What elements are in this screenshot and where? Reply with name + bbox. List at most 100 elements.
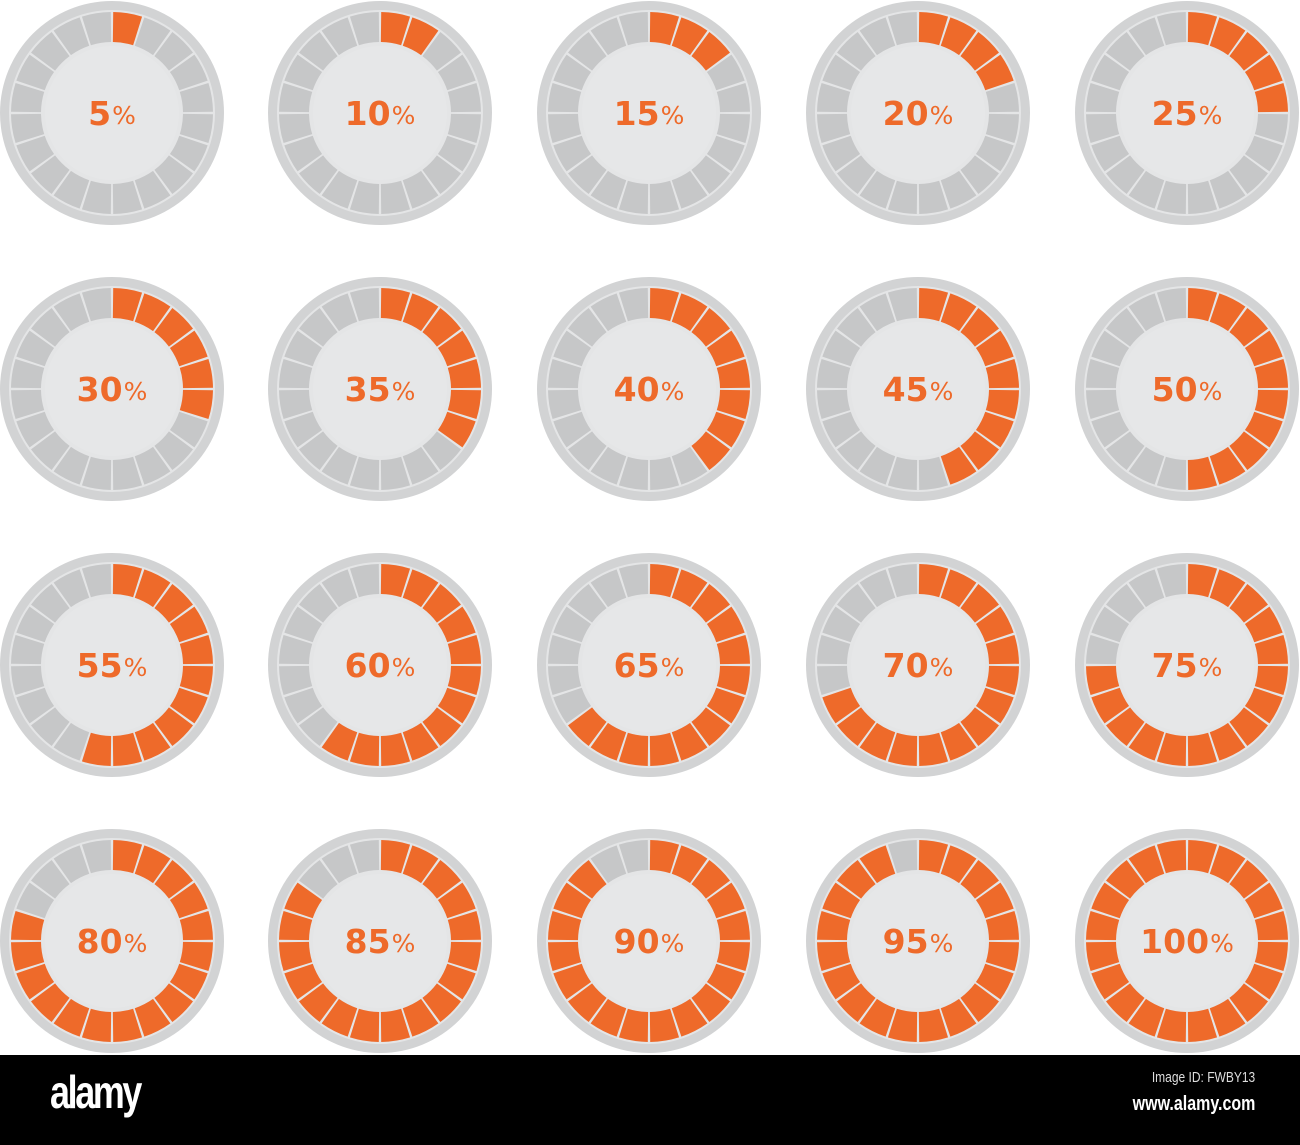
segment-filled — [1244, 411, 1283, 448]
segment-empty — [649, 180, 680, 214]
percent-sign: % — [123, 928, 148, 958]
segment-filled — [918, 12, 949, 46]
segment-empty — [16, 687, 55, 724]
percent-sign: % — [391, 928, 416, 958]
segment-filled — [1091, 687, 1130, 724]
segment-empty — [859, 569, 896, 608]
segment-filled — [279, 910, 313, 941]
segment-filled — [1229, 707, 1268, 746]
gauge-value: 55 — [76, 645, 123, 685]
percent-sign: % — [929, 100, 954, 130]
segment-empty — [822, 411, 861, 448]
segment-filled — [691, 584, 730, 623]
gauge-label: 65% — [536, 552, 762, 778]
segment-empty — [1229, 155, 1268, 194]
segment-filled — [940, 293, 977, 332]
segment-empty — [1128, 569, 1165, 608]
segment-empty — [11, 389, 45, 420]
progress-gauge-60: 60% — [267, 552, 493, 778]
segment-filled — [422, 308, 461, 347]
segment-empty — [134, 446, 171, 485]
center-disc — [313, 322, 447, 456]
segment-empty — [1091, 135, 1130, 172]
segment-filled — [671, 998, 708, 1037]
segment-filled — [321, 722, 358, 761]
segment-empty — [1086, 358, 1120, 389]
segment-empty — [154, 32, 193, 71]
segment-empty — [837, 431, 876, 470]
segment-filled — [279, 941, 313, 972]
segment-empty — [671, 170, 708, 209]
segment-empty — [985, 82, 1019, 113]
segment-filled — [1244, 882, 1283, 919]
segment-filled — [16, 963, 55, 1000]
gauge-label: 10% — [267, 0, 493, 226]
segment-empty — [380, 180, 411, 214]
progress-gauge-30: 30% — [0, 276, 225, 502]
segment-filled — [437, 963, 476, 1000]
segment-empty — [53, 293, 90, 332]
segment-empty — [134, 170, 171, 209]
segment-filled — [975, 54, 1014, 91]
segment-empty — [321, 170, 358, 209]
segment-filled — [887, 732, 918, 766]
segment-empty — [31, 707, 70, 746]
segment-empty — [887, 288, 918, 322]
segment-filled — [918, 288, 949, 322]
segment-filled — [649, 732, 680, 766]
segment-empty — [349, 456, 380, 490]
segment-filled — [671, 17, 708, 56]
segment-empty — [11, 113, 45, 144]
segment-filled — [447, 634, 481, 665]
segment-filled — [706, 330, 745, 367]
segment-filled — [380, 840, 411, 874]
segment-empty — [53, 170, 90, 209]
segment-empty — [284, 330, 323, 367]
segment-empty — [887, 840, 918, 874]
center-disc — [582, 874, 716, 1008]
gauge-label: 55% — [0, 552, 225, 778]
gauge-label: 60% — [267, 552, 493, 778]
segment-empty — [321, 446, 358, 485]
gauge-label: 75% — [1074, 552, 1300, 778]
segment-filled — [985, 665, 1019, 696]
segment-empty — [822, 54, 861, 91]
segment-filled — [975, 687, 1014, 724]
segment-filled — [716, 358, 750, 389]
progress-gauge-100: 100% — [1074, 828, 1300, 1054]
segment-filled — [179, 910, 213, 941]
segment-filled — [1254, 358, 1288, 389]
segment-empty — [16, 606, 55, 643]
segment-empty — [349, 564, 380, 598]
segment-empty — [1106, 32, 1145, 71]
gauge-label: 95% — [805, 828, 1031, 1054]
segment-empty — [590, 845, 627, 884]
segment-empty — [618, 564, 649, 598]
segment-empty — [284, 54, 323, 91]
segment-empty — [447, 82, 481, 113]
segment-empty — [279, 82, 313, 113]
segment-filled — [437, 606, 476, 643]
segment-empty — [859, 170, 896, 209]
segment-empty — [918, 180, 949, 214]
segment-filled — [1086, 941, 1120, 972]
segment-empty — [422, 155, 461, 194]
center-disc — [1120, 322, 1254, 456]
segment-empty — [299, 860, 338, 899]
image-id: Image ID: FWBY13 — [1151, 1069, 1255, 1086]
segment-filled — [447, 389, 481, 420]
segment-filled — [649, 1008, 680, 1042]
gauge-value: 15 — [613, 93, 660, 133]
segment-empty — [321, 845, 358, 884]
segment-empty — [548, 113, 582, 144]
segment-filled — [1229, 860, 1268, 899]
percent-sign: % — [660, 652, 685, 682]
segment-empty — [53, 17, 90, 56]
segment-empty — [422, 431, 461, 470]
gauge-value: 65 — [613, 645, 660, 685]
segment-empty — [817, 358, 851, 389]
segment-filled — [1128, 722, 1165, 761]
segment-empty — [53, 569, 90, 608]
segment-filled — [1187, 564, 1218, 598]
percent-sign: % — [660, 100, 685, 130]
